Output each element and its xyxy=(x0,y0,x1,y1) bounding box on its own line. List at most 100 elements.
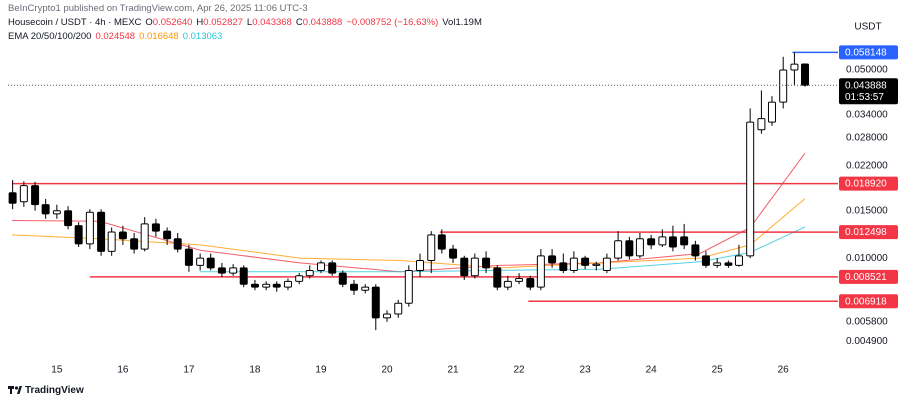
level-label-box xyxy=(839,225,898,240)
candle-body xyxy=(383,313,392,319)
candle-body xyxy=(548,255,557,264)
change: −0.008752 (−16.63%) xyxy=(346,17,439,28)
x-tick-label: 17 xyxy=(183,365,195,376)
brand: TradingView xyxy=(25,385,84,396)
level-label-box xyxy=(839,45,898,60)
last-price-box xyxy=(839,78,898,105)
x-tick-label: 18 xyxy=(249,365,261,376)
currency: USDT xyxy=(854,22,881,33)
candle-body xyxy=(394,302,403,315)
level-label: 0.006918 xyxy=(845,296,887,307)
candle-body xyxy=(691,244,700,257)
candle-body xyxy=(569,257,578,271)
ohlc-value: 0.052827 xyxy=(203,17,243,28)
ema-legend-value: 0.024548 xyxy=(95,31,136,42)
candle-body xyxy=(437,234,446,250)
candle-body xyxy=(19,185,28,203)
y-tick-label: 0.004900 xyxy=(846,336,888,347)
indicator: EMA 20/50/100/200 xyxy=(8,31,92,42)
candle-body xyxy=(449,248,458,259)
x-tick-label: 24 xyxy=(646,365,658,376)
volume-key: Vol xyxy=(442,17,456,28)
candle-body xyxy=(460,257,469,277)
candle-body xyxy=(493,267,502,288)
x-tick-label: 22 xyxy=(514,365,526,376)
candle-body xyxy=(416,259,425,271)
y-tick-label: 0.034000 xyxy=(846,110,888,121)
candle-body xyxy=(482,257,491,269)
candle-body xyxy=(85,211,94,245)
candle-body xyxy=(404,269,413,304)
x-tick-label: 21 xyxy=(447,365,459,376)
candle-body xyxy=(526,278,535,288)
y-tick-label: 0.028000 xyxy=(846,132,888,143)
candle-body xyxy=(602,257,611,271)
last-price-label: 0.043888 xyxy=(845,80,887,91)
y-tick-label: 0.015000 xyxy=(846,205,888,216)
candle-body xyxy=(757,118,766,131)
candle-body xyxy=(746,121,755,257)
candle-body xyxy=(8,192,17,204)
candle-body xyxy=(173,238,182,250)
candle-body xyxy=(680,236,689,246)
volume: 1.19M xyxy=(455,17,482,28)
ema-line xyxy=(200,226,806,273)
candle-body xyxy=(800,63,809,86)
ema-legend-value: 0.016648 xyxy=(139,31,179,42)
candle-body xyxy=(140,223,149,250)
y-tick-label: 0.022000 xyxy=(846,161,888,172)
candle-body xyxy=(130,238,139,250)
candle-body xyxy=(229,267,238,274)
candle-body xyxy=(515,278,524,282)
level-label: 0.058148 xyxy=(845,48,887,59)
ohlc-key: L xyxy=(246,17,253,28)
candle-body xyxy=(592,263,601,266)
candle-body xyxy=(625,240,634,257)
brand-logo xyxy=(8,386,22,394)
level-label: 0.018920 xyxy=(845,179,887,190)
candle-body xyxy=(305,269,314,277)
candle-body xyxy=(470,257,479,277)
candle-body xyxy=(338,272,347,285)
publisher: BeInCrypto1 published on TradingView.com… xyxy=(8,3,308,14)
y-tick-label: 0.005800 xyxy=(846,316,888,327)
x-tick-label: 16 xyxy=(117,365,129,376)
ema-line xyxy=(11,198,806,269)
candle-body xyxy=(779,69,788,103)
ema-line xyxy=(11,152,806,273)
candle-body xyxy=(41,204,50,215)
candle-body xyxy=(217,267,226,274)
candle-body xyxy=(614,240,623,259)
candle-body xyxy=(713,262,722,266)
candle-body xyxy=(239,267,248,285)
candle-body xyxy=(658,236,667,246)
level-label-box xyxy=(839,294,898,309)
candle-body xyxy=(536,255,545,288)
symbol-row: Housecoin / USDT · 4h · MEXC O0.052640 H0.… xyxy=(8,16,486,30)
candle-body xyxy=(163,230,172,240)
candle-body xyxy=(328,262,337,274)
level-label-box xyxy=(839,269,898,284)
candle-body xyxy=(272,283,281,288)
ohlc-value: 0.052640 xyxy=(152,17,193,28)
symbol: Housecoin / USDT · 4h · MEXC xyxy=(8,17,142,28)
candle-body xyxy=(184,248,193,266)
candle-body xyxy=(262,283,271,288)
candle-body xyxy=(767,101,776,123)
ohlc-value: 0.043368 xyxy=(252,17,292,28)
x-tick-label: 15 xyxy=(51,365,63,376)
x-tick-label: 19 xyxy=(315,365,327,376)
candle-body xyxy=(635,238,644,257)
candle-body xyxy=(503,280,512,288)
header: BeInCrypto1 published on TradingView.com… xyxy=(8,2,486,44)
ema-legend-value: 0.013063 xyxy=(182,31,223,42)
candle-body xyxy=(118,231,127,240)
candle-body xyxy=(647,238,656,246)
candle-body xyxy=(250,283,259,288)
candle-body xyxy=(361,286,370,291)
candle-body xyxy=(283,280,292,288)
candle-body xyxy=(316,262,325,271)
level-label: 0.008521 xyxy=(845,272,887,283)
